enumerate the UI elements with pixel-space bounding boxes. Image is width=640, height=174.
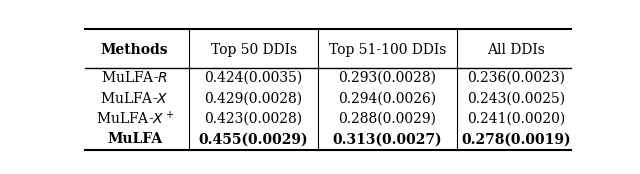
Text: All DDIs: All DDIs xyxy=(488,43,545,57)
Text: 0.294(0.0026): 0.294(0.0026) xyxy=(339,91,436,105)
Text: 0.243(0.0025): 0.243(0.0025) xyxy=(467,91,566,105)
Text: Methods: Methods xyxy=(100,43,168,57)
Text: 0.288(0.0029): 0.288(0.0029) xyxy=(339,112,436,126)
Text: MuLFA-$X^+$: MuLFA-$X^+$ xyxy=(95,110,173,128)
Text: Top 51-100 DDIs: Top 51-100 DDIs xyxy=(329,43,446,57)
Text: 0.455(0.0029): 0.455(0.0029) xyxy=(199,132,308,146)
Text: 0.236(0.0023): 0.236(0.0023) xyxy=(467,71,566,85)
Text: Top 50 DDIs: Top 50 DDIs xyxy=(211,43,297,57)
Text: 0.429(0.0028): 0.429(0.0028) xyxy=(205,91,303,105)
Text: 0.313(0.0027): 0.313(0.0027) xyxy=(333,132,442,146)
Text: 0.241(0.0020): 0.241(0.0020) xyxy=(467,112,566,126)
Text: 0.278(0.0019): 0.278(0.0019) xyxy=(461,132,572,146)
Text: 0.424(0.0035): 0.424(0.0035) xyxy=(204,71,303,85)
Text: 0.423(0.0028): 0.423(0.0028) xyxy=(205,112,303,126)
Text: 0.293(0.0028): 0.293(0.0028) xyxy=(339,71,436,85)
Text: MuLFA-$X$: MuLFA-$X$ xyxy=(100,91,169,106)
Text: MuLFA-$R$: MuLFA-$R$ xyxy=(101,70,168,85)
Text: MuLFA: MuLFA xyxy=(107,132,162,146)
